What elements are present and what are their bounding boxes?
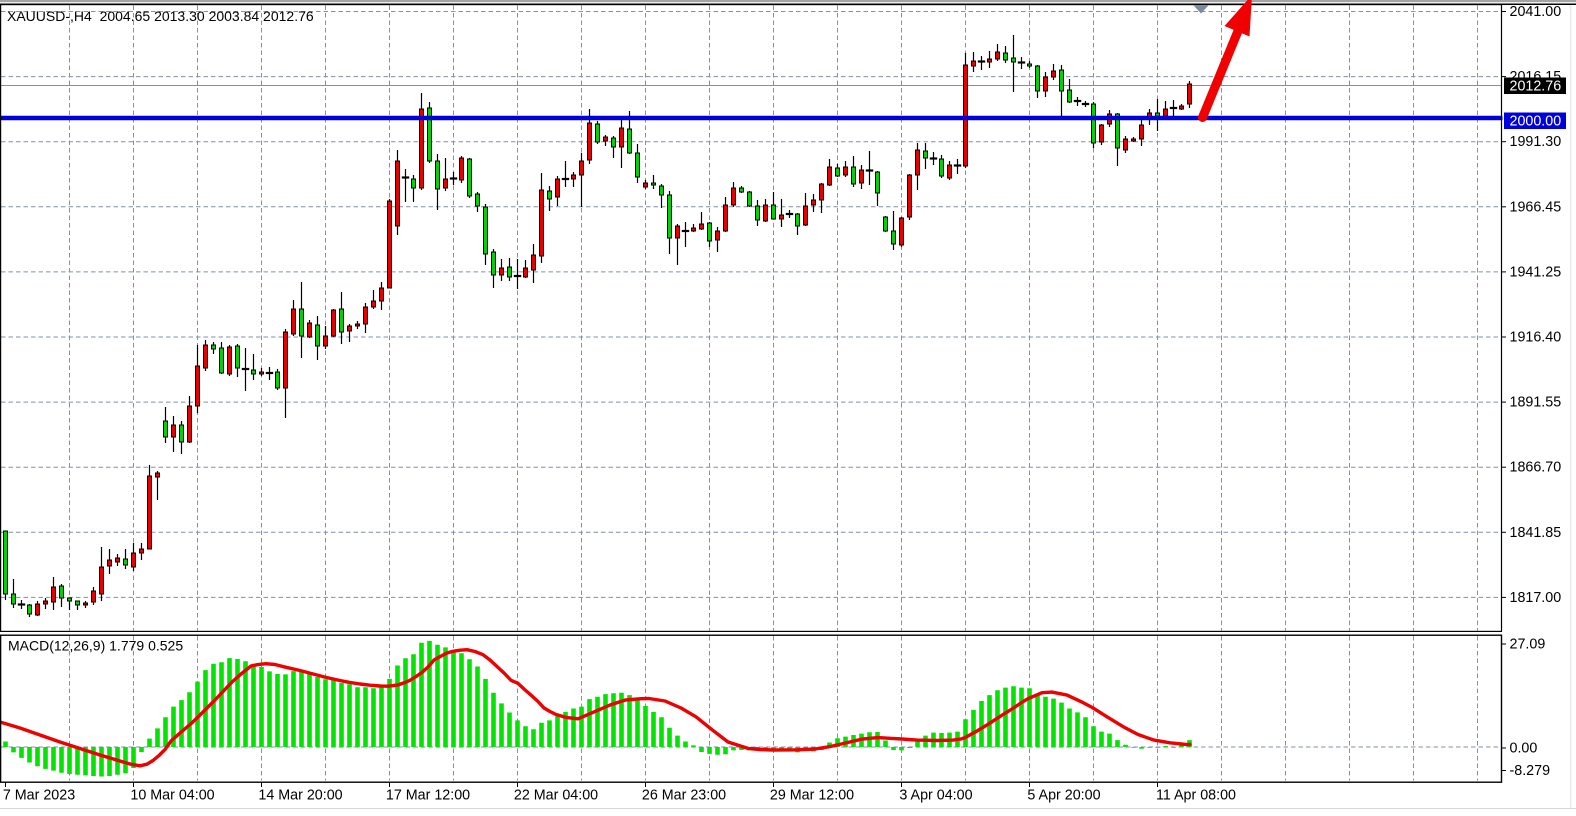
svg-text:2012.76: 2012.76 — [1510, 79, 1562, 95]
svg-text:5 Apr 20:00: 5 Apr 20:00 — [1027, 788, 1100, 804]
svg-text:1866.70: 1866.70 — [1510, 460, 1562, 476]
svg-text:22 Mar 04:00: 22 Mar 04:00 — [514, 788, 598, 804]
svg-text:1916.40: 1916.40 — [1510, 330, 1562, 346]
svg-text:-8.279: -8.279 — [1510, 763, 1551, 779]
svg-text:1966.45: 1966.45 — [1510, 199, 1562, 215]
svg-text:17 Mar 12:00: 17 Mar 12:00 — [386, 788, 470, 804]
svg-text:7 Mar 2023: 7 Mar 2023 — [3, 788, 75, 804]
svg-text:0.00: 0.00 — [1510, 741, 1538, 757]
svg-text:1891.55: 1891.55 — [1510, 395, 1562, 411]
svg-text:1817.00: 1817.00 — [1510, 590, 1562, 606]
svg-text:1841.85: 1841.85 — [1510, 525, 1562, 541]
svg-text:1941.25: 1941.25 — [1510, 264, 1562, 280]
svg-text:14 Mar 20:00: 14 Mar 20:00 — [258, 788, 342, 804]
svg-text:MACD(12,26,9) 1.779 0.525: MACD(12,26,9) 1.779 0.525 — [8, 638, 183, 654]
svg-text:XAUUSD-,H4 2004.65 2013.30 20: XAUUSD-,H4 2004.65 2013.30 2003.84 2012.… — [7, 8, 314, 24]
svg-text:27.09: 27.09 — [1510, 637, 1546, 653]
svg-text:29 Mar 12:00: 29 Mar 12:00 — [770, 788, 854, 804]
svg-text:3 Apr 04:00: 3 Apr 04:00 — [899, 788, 972, 804]
svg-text:2041.00: 2041.00 — [1510, 4, 1562, 20]
svg-text:26 Mar 23:00: 26 Mar 23:00 — [642, 788, 726, 804]
svg-text:10 Mar 04:00: 10 Mar 04:00 — [130, 788, 214, 804]
svg-text:2000.00: 2000.00 — [1510, 114, 1562, 130]
svg-text:11 Apr 08:00: 11 Apr 08:00 — [1156, 788, 1236, 804]
svg-text:1991.30: 1991.30 — [1510, 134, 1562, 150]
